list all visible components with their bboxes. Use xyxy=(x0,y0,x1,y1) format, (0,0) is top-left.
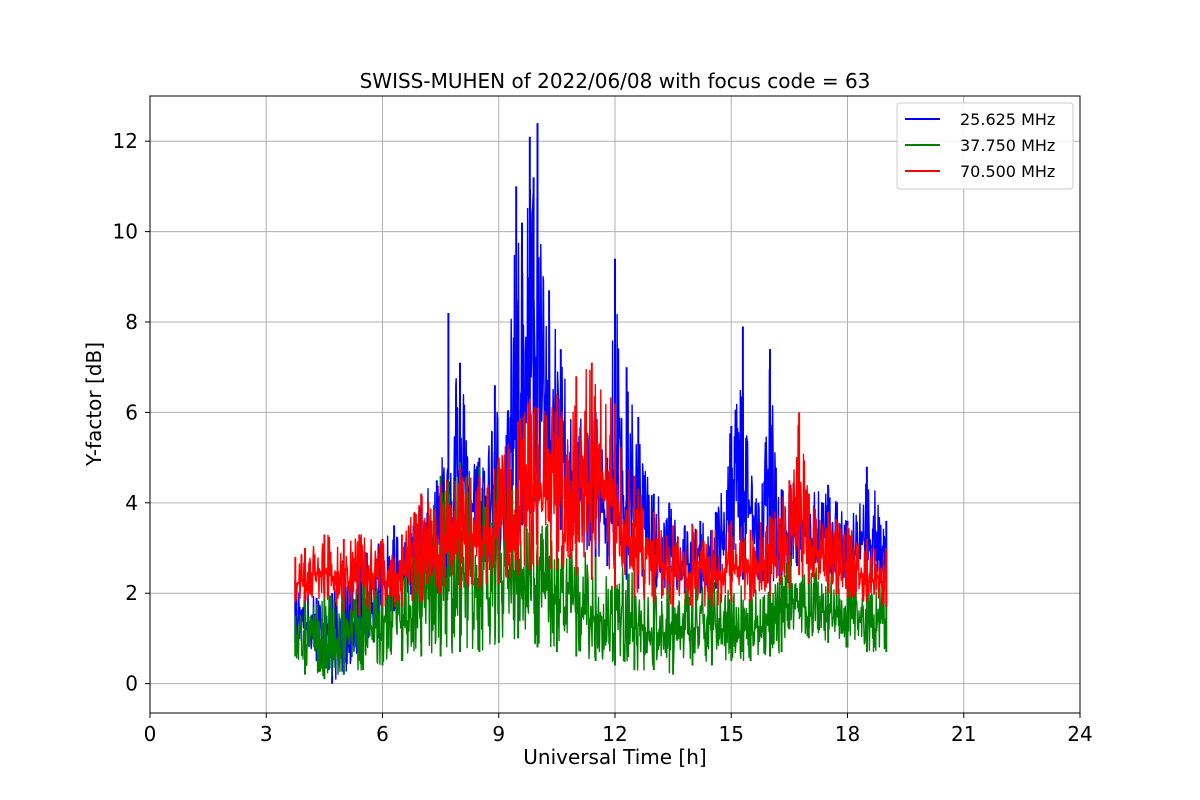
series-peaks-3 xyxy=(294,362,888,616)
x-tick-label: 3 xyxy=(260,722,273,746)
x-axis-title: Universal Time [h] xyxy=(523,745,706,769)
y-tick-label: 0 xyxy=(125,672,138,696)
series-layer xyxy=(294,123,888,684)
legend-box xyxy=(896,102,1074,190)
x-tick-label: 0 xyxy=(144,722,157,746)
y-tick-label: 10 xyxy=(113,220,138,244)
y-tick-label: 2 xyxy=(125,581,138,605)
y-tick-label: 4 xyxy=(125,491,138,515)
legend: 25.625 MHz 37.750 MHz 70.500 MHz xyxy=(896,102,1074,190)
y-axis: 0 2 4 6 8 10 12 xyxy=(113,129,150,696)
y-tick-label: 8 xyxy=(125,310,138,334)
legend-label-1: 25.625 MHz xyxy=(960,110,1055,129)
legend-label-2: 37.750 MHz xyxy=(960,136,1055,155)
x-tick-label: 18 xyxy=(835,722,860,746)
x-tick-label: 24 xyxy=(1067,722,1092,746)
legend-label-3: 70.500 MHz xyxy=(960,162,1055,181)
y-axis-title: Y-factor [dB] xyxy=(82,342,106,467)
chart-title: SWISS-MUHEN of 2022/06/08 with focus cod… xyxy=(360,69,871,93)
x-tick-label: 9 xyxy=(492,722,505,746)
y-tick-label: 12 xyxy=(113,129,138,153)
y-tick-label: 6 xyxy=(125,400,138,424)
x-tick-label: 12 xyxy=(602,722,627,746)
x-tick-label: 15 xyxy=(719,722,744,746)
x-axis: 0 3 6 9 12 15 18 21 24 xyxy=(144,713,1093,746)
x-tick-label: 6 xyxy=(376,722,389,746)
x-tick-label: 21 xyxy=(951,722,976,746)
